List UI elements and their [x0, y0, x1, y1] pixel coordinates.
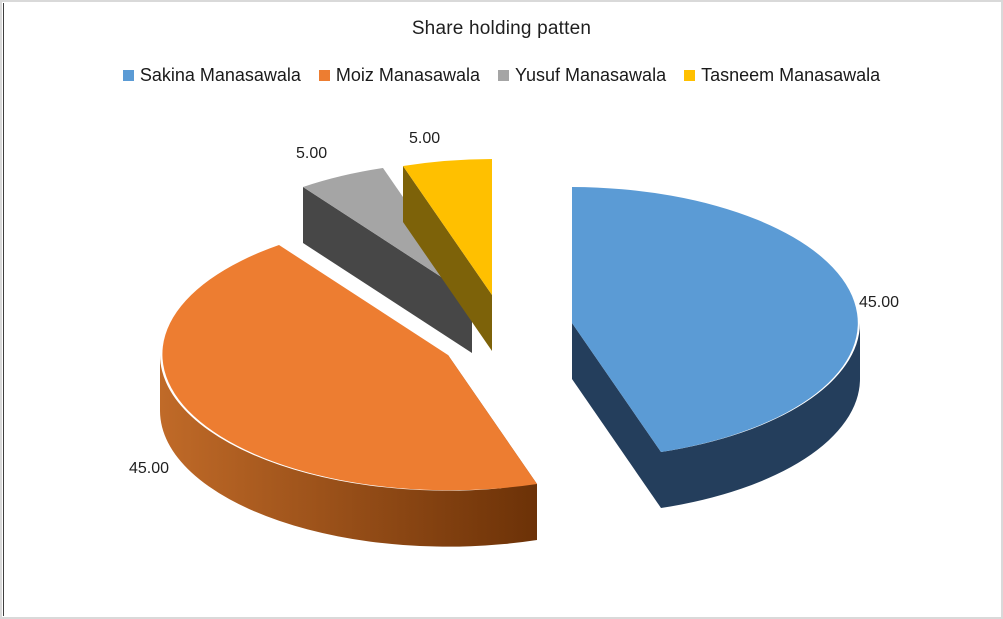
pie-slice-tasneem-cut-face[interactable] [403, 166, 492, 351]
data-label-moiz: 45.00 [129, 460, 170, 477]
legend-label-sakina: Sakina Manasawala [139, 65, 301, 85]
legend-swatch-yusuf-icon [497, 70, 509, 81]
legend-label-yusuf: Yusuf Manasawala [514, 65, 667, 85]
legend-item-sakina[interactable]: Sakina Manasawala [122, 65, 301, 86]
legend-item-moiz[interactable]: Moiz Manasawala [318, 65, 480, 86]
canvas-left-border [3, 3, 4, 616]
pie-slice-sakina-top[interactable] [572, 187, 858, 452]
chart-title: Share holding patten [411, 18, 592, 39]
legend-label-tasneem: Tasneem Manasawala [701, 65, 881, 85]
data-label-sakina: 45.00 [859, 294, 900, 311]
pie-slice-yusuf-top[interactable] [303, 168, 472, 297]
legend-item-tasneem[interactable]: Tasneem Manasawala [684, 65, 880, 86]
pie-slice-tasneem-top[interactable] [403, 159, 492, 295]
pie-slice-moiz[interactable] [160, 245, 537, 547]
data-label-yusuf: 5.00 [296, 145, 328, 162]
legend-swatch-tasneem-icon [684, 70, 696, 81]
pie-slice-tasneem[interactable] [403, 159, 492, 351]
pie-slice-yusuf[interactable] [303, 168, 472, 353]
legend-swatch-sakina-icon [122, 70, 134, 81]
chart-legend: Sakina Manasawala Moiz Manasawala Yusuf … [2, 65, 1001, 86]
pie-slice-sakina-rim[interactable] [661, 323, 860, 508]
legend-label-moiz: Moiz Manasawala [335, 65, 480, 85]
pie-slice-moiz-top[interactable] [162, 245, 537, 491]
pie-slice-sakina-cut-face[interactable] [572, 323, 661, 508]
pie-slice-yusuf-cut-face[interactable] [303, 187, 472, 353]
legend-swatch-moiz-icon [318, 70, 330, 81]
legend-item-yusuf[interactable]: Yusuf Manasawala [497, 65, 667, 86]
data-label-tasneem: 5.00 [409, 130, 441, 147]
pie-slice-sakina[interactable] [572, 187, 860, 508]
pie-slice-moiz-rim[interactable] [160, 355, 537, 547]
